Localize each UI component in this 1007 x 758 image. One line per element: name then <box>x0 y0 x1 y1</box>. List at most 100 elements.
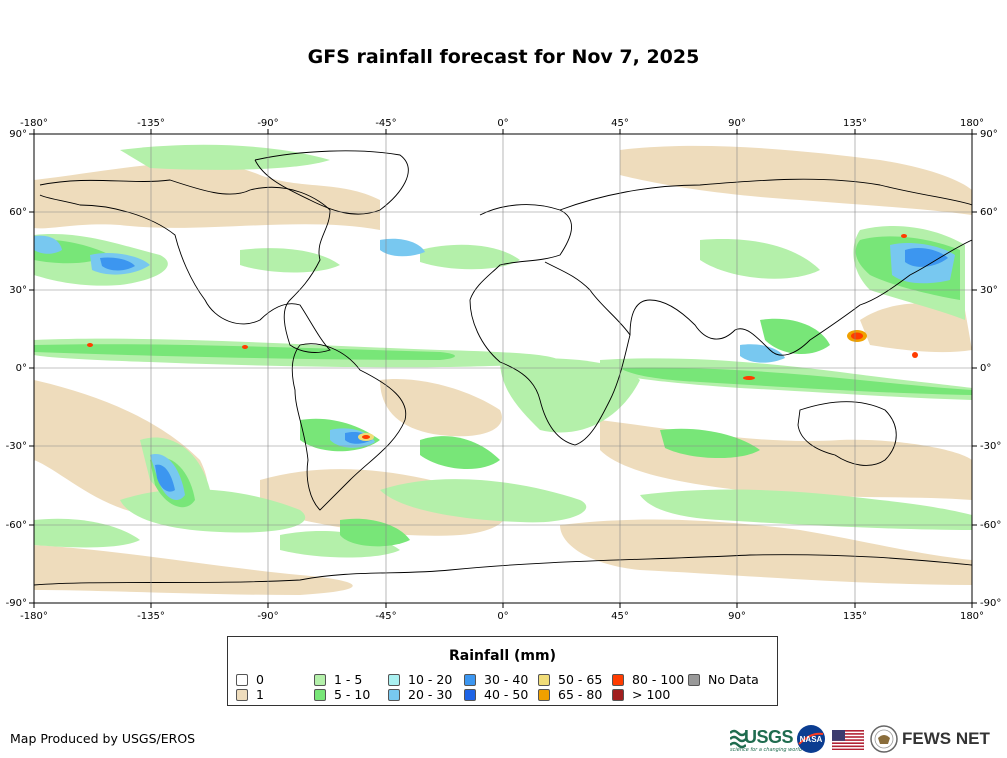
legend-item: 65 - 80 <box>538 687 602 702</box>
lat-label: -30° <box>980 441 1001 452</box>
north-america-outline <box>39 179 331 353</box>
legend-label: 65 - 80 <box>558 687 603 702</box>
legend-swatch <box>464 688 476 701</box>
legend-item: No Data <box>688 672 759 687</box>
lon-label: 90° <box>728 611 746 622</box>
lon-label: -180° <box>20 611 48 622</box>
tick-marks <box>29 129 977 608</box>
lon-label: -135° <box>137 611 165 622</box>
legend-label: 40 - 50 <box>484 687 529 702</box>
legend-swatch <box>538 688 550 701</box>
legend-label: 80 - 100 <box>632 672 685 687</box>
legend-label: 1 - 5 <box>334 672 363 687</box>
lat-label: -60° <box>980 520 1001 531</box>
lat-labels-right: 90° 60° 30° 0° -30° -60° -90° <box>980 129 1001 609</box>
legend-item: 80 - 100 <box>612 672 684 687</box>
fews-net-logo: FEWS NET <box>902 729 990 748</box>
rain-30-50mm-areas <box>100 247 948 492</box>
legend-label: 30 - 40 <box>484 672 529 687</box>
lat-label: 90° <box>980 129 998 140</box>
lon-label: 180° <box>960 118 984 129</box>
lon-label: 45° <box>611 611 629 622</box>
legend-title: Rainfall (mm) <box>449 648 556 664</box>
legend-label: No Data <box>708 672 759 687</box>
lat-label: -90° <box>6 598 27 609</box>
us-flag-icon <box>832 730 864 750</box>
lat-label: 0° <box>16 363 27 374</box>
lat-label: 30° <box>9 285 27 296</box>
usgs-logo: USGS <box>744 727 794 747</box>
lon-label: -90° <box>257 118 278 129</box>
rain-heavy-areas <box>87 234 918 441</box>
usgs-logo-icon <box>730 729 746 749</box>
lat-labels-left: 90° 60° 30° 0° -30° -60° -90° <box>6 129 27 609</box>
lon-label: 180° <box>960 611 984 622</box>
legend-swatch <box>236 688 248 701</box>
legend-item: 1 - 5 <box>314 672 362 687</box>
legend-label: 5 - 10 <box>334 687 371 702</box>
legend-swatch <box>688 673 700 686</box>
legend-item: 20 - 30 <box>388 687 452 702</box>
legend-label: 20 - 30 <box>408 687 453 702</box>
footer-logos: USGS science for a changing world NASA F… <box>730 722 1000 756</box>
lat-label: -60° <box>6 520 27 531</box>
greenland-outline <box>254 150 409 215</box>
asia-outline <box>559 178 972 356</box>
legend-item: 1 <box>236 687 264 702</box>
lon-label: 135° <box>843 118 867 129</box>
legend-item: 0 <box>236 672 264 687</box>
legend-item: 40 - 50 <box>464 687 528 702</box>
lon-label: 0° <box>497 611 508 622</box>
lon-label: -90° <box>257 611 278 622</box>
lon-label: 0° <box>497 118 508 129</box>
lon-labels-top: -180° -135° -90° -45° 0° 45° 90° 135° 18… <box>20 118 984 129</box>
lon-label: -45° <box>375 118 396 129</box>
producer-credit: Map Produced by USGS/EROS <box>10 731 196 746</box>
legend-label: 0 <box>256 672 264 687</box>
lat-label: 30° <box>980 285 998 296</box>
state-department-seal-icon <box>870 725 898 753</box>
rainfall-layer <box>34 144 972 595</box>
lat-label: -90° <box>980 598 1001 609</box>
legend-swatch <box>314 688 326 701</box>
coastlines <box>34 150 972 586</box>
lat-label: 60° <box>9 207 27 218</box>
legend-label: 50 - 65 <box>558 672 603 687</box>
graticule <box>34 134 972 603</box>
lon-label: -45° <box>375 611 396 622</box>
lat-label: 60° <box>980 207 998 218</box>
lat-label: 0° <box>980 363 991 374</box>
legend-swatch <box>538 673 550 686</box>
lat-label: -30° <box>6 441 27 452</box>
lon-label: 135° <box>843 611 867 622</box>
lon-label: 90° <box>728 118 746 129</box>
legend-swatch <box>612 673 624 686</box>
lon-label: -135° <box>137 118 165 129</box>
usgs-tagline: science for a changing world <box>730 747 802 753</box>
legend-swatch <box>612 688 624 701</box>
legend-item: 50 - 65 <box>538 672 602 687</box>
legend-label: 1 <box>256 687 264 702</box>
nasa-logo-text: NASA <box>800 735 823 744</box>
map-title: GFS rainfall forecast for Nov 7, 2025 <box>307 46 700 68</box>
nasa-logo-icon: NASA <box>797 725 825 753</box>
antarctica-outline <box>34 554 972 586</box>
lon-label: 45° <box>611 118 629 129</box>
south-america-outline <box>291 343 407 511</box>
australia-outline <box>797 401 897 466</box>
lat-label: 90° <box>9 129 27 140</box>
lon-label: -180° <box>20 118 48 129</box>
legend-label: 10 - 20 <box>408 672 453 687</box>
legend-item: 10 - 20 <box>388 672 452 687</box>
legend-item: 5 - 10 <box>314 687 370 702</box>
legend-swatch <box>388 688 400 701</box>
legend-item: 30 - 40 <box>464 672 528 687</box>
legend-item: > 100 <box>612 687 670 702</box>
legend-swatch <box>388 673 400 686</box>
lon-labels-bottom: -180° -135° -90° -45° 0° 45° 90° 135° 18… <box>20 611 984 622</box>
legend-swatch <box>464 673 476 686</box>
legend-label: > 100 <box>632 687 671 702</box>
legend-swatch <box>314 673 326 686</box>
